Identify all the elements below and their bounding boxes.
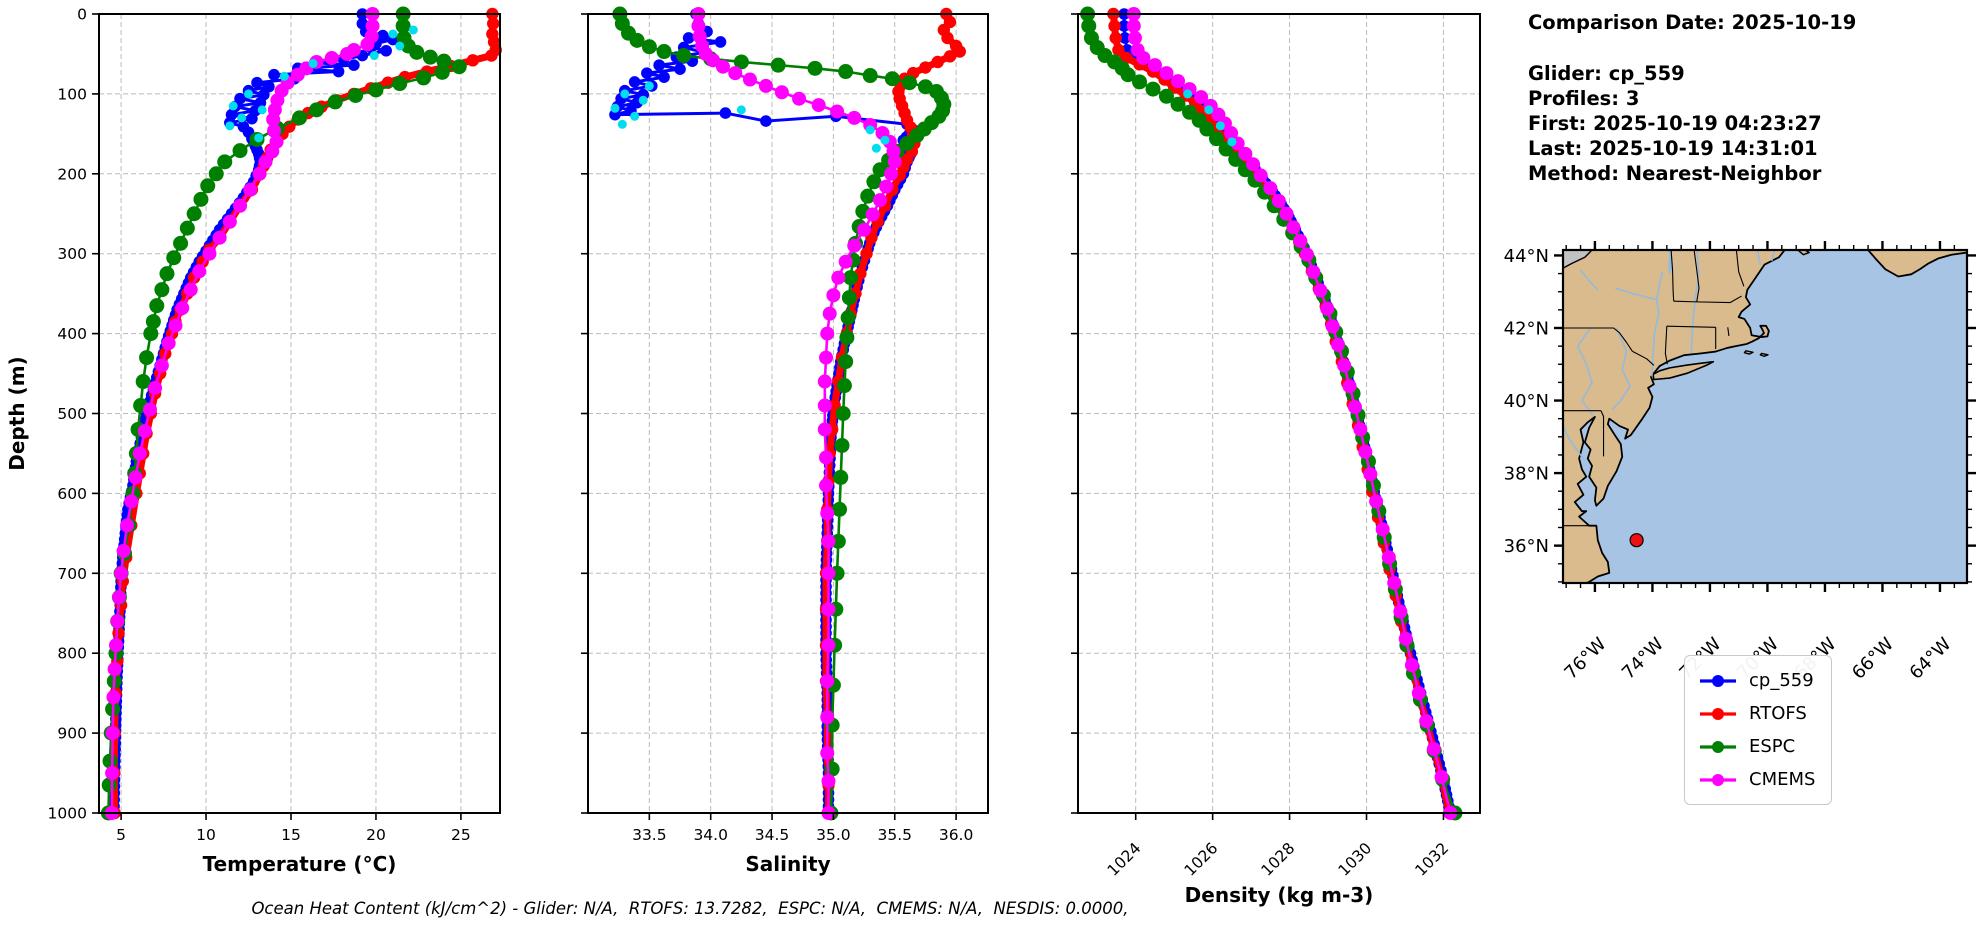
x-tick-label: 5 — [116, 826, 126, 844]
profiles-count: Profiles: 3 — [1528, 87, 1640, 110]
map-state-border — [1600, 410, 1605, 457]
series-temperature-CMEMS-markers — [104, 7, 380, 820]
map-state-border — [1632, 350, 1655, 366]
series-salinity-nesdis-scatter — [610, 81, 890, 153]
map-river — [1770, 250, 1776, 262]
panel-density: 1024 1026 1028 1030 1032 Density (kg m-3) — [1071, 6, 1481, 907]
x-tick-label: 1030 — [1335, 839, 1376, 880]
y-tick-label: 800 — [57, 645, 87, 663]
y-tick-label: 300 — [57, 245, 87, 263]
series-density-CMEMS-markers — [1126, 7, 1458, 820]
panel-temperature: 5 10 15 20 25 0 100 200 300 400 500 600 700 800 900 100… — [5, 6, 502, 876]
x-tick-label: 1028 — [1258, 839, 1299, 880]
map-state-border — [1670, 250, 1675, 302]
x-tick-label: 34.0 — [693, 826, 728, 844]
legend-label: ESPC — [1749, 736, 1796, 757]
legend-label: CMEMS — [1749, 769, 1816, 790]
legend-item-ESPC: ESPC — [1697, 730, 1815, 763]
map-lat-label: 40°N — [1504, 391, 1549, 412]
map-state-border — [1666, 325, 1716, 328]
glider-name: Glider: cp_559 — [1528, 62, 1685, 85]
map-river — [1611, 327, 1631, 411]
legend-item-RTOFS: RTOFS — [1697, 697, 1815, 730]
map-lat-label: 36°N — [1504, 536, 1549, 557]
x-tick-label: 35.0 — [816, 826, 851, 844]
x-tick-label: 25 — [451, 826, 471, 844]
map-land-nova-scotia — [1867, 250, 1967, 278]
map-lon-label: 76°W — [1560, 634, 1610, 684]
info-spacer — [1528, 35, 1856, 61]
legend: cp_559 RTOFS ESPC CMEMS — [1684, 655, 1833, 805]
map-lat-label: 42°N — [1504, 318, 1549, 339]
first-timestamp: First: 2025-10-19 04:23:27 — [1528, 112, 1822, 135]
y-tick-label: 500 — [57, 405, 87, 423]
map-river — [1576, 327, 1594, 416]
legend-item-CMEMS: CMEMS — [1697, 763, 1815, 796]
x-tick-label: 15 — [281, 826, 301, 844]
map-lon-label: 66°W — [1848, 634, 1898, 684]
comparison-date: Comparison Date: 2025-10-19 — [1528, 11, 1857, 34]
map-state-border — [1664, 326, 1668, 365]
map-island — [1743, 350, 1754, 355]
map-state-border — [1693, 250, 1700, 302]
map-lake-ontario — [1563, 250, 1593, 269]
x-tick-label: 20 — [366, 826, 386, 844]
glider-location-marker — [1629, 533, 1644, 548]
legend-label: RTOFS — [1749, 703, 1807, 724]
y-tick-label: 900 — [57, 725, 87, 743]
map-lat-label: 44°N — [1504, 246, 1549, 267]
y-tick-label: 100 — [57, 85, 87, 103]
map-lon-label: 74°W — [1618, 634, 1668, 684]
x-axis-label-temperature: Temperature (°C) — [203, 852, 397, 876]
y-tick-label: 700 — [57, 565, 87, 583]
map-state-border — [1563, 327, 1633, 352]
legend-swatch-RTOFS — [1700, 707, 1736, 720]
y-tick-label: 0 — [77, 6, 87, 24]
map-river — [1756, 250, 1762, 265]
x-tick-label: 36.0 — [939, 826, 974, 844]
last-timestamp: Last: 2025-10-19 14:31:01 — [1528, 137, 1818, 160]
comparison-info: Comparison Date: 2025-10-19 Glider: cp_5… — [1528, 10, 1856, 186]
legend-swatch-cp_559 — [1700, 674, 1736, 687]
map-state-border — [1727, 327, 1730, 337]
map-lat-label: 38°N — [1504, 464, 1549, 485]
y-tick-label: 400 — [57, 325, 87, 343]
y-axis-label-depth: Depth (m) — [5, 356, 29, 470]
x-tick-label: 1026 — [1181, 839, 1222, 880]
map-river — [1563, 425, 1586, 461]
map-state-border — [1735, 250, 1745, 287]
map-river — [1579, 269, 1599, 291]
x-tick-label: 33.5 — [632, 826, 667, 844]
map-river — [1614, 287, 1658, 301]
x-tick-label: 1024 — [1104, 839, 1145, 880]
series-salinity-CMEMS-markers — [691, 7, 902, 820]
x-axis-label-salinity: Salinity — [745, 852, 830, 876]
y-tick-label: 1000 — [48, 805, 87, 823]
y-tick-label: 600 — [57, 485, 87, 503]
x-tick-label: 10 — [196, 826, 216, 844]
map-lon-label: 64°W — [1906, 634, 1956, 684]
map-river — [1690, 250, 1700, 354]
location-map: 44°N42°N40°N38°N36°N76°W74°W72°W70°W68°W… — [1504, 241, 1976, 684]
map-land-long-island — [1652, 360, 1715, 381]
series-temperature-nesdis-scatter — [225, 25, 418, 143]
x-tick-label: 35.5 — [877, 826, 912, 844]
legend-item-cp_559: cp_559 — [1697, 664, 1815, 697]
x-axis-label-density: Density (kg m-3) — [1185, 883, 1374, 907]
map-island — [1759, 352, 1769, 357]
x-tick-label: 1032 — [1412, 839, 1453, 880]
method-label: Method: Nearest-Neighbor — [1528, 162, 1822, 185]
ohc-footer: Ocean Heat Content (kJ/cm^2) - Glider: N… — [251, 899, 1129, 918]
legend-label: cp_559 — [1749, 670, 1814, 691]
legend-swatch-ESPC — [1700, 740, 1736, 753]
panel-salinity: 33.5 34.0 34.5 35.0 35.5 36.0 Salinity — [581, 6, 989, 876]
map-frame — [1561, 248, 1969, 585]
map-state-border — [1673, 295, 1742, 304]
series-density-nesdis-scatter — [1183, 89, 1237, 147]
x-tick-label: 34.5 — [755, 826, 790, 844]
y-tick-label: 200 — [57, 165, 87, 183]
legend-swatch-CMEMS — [1700, 773, 1736, 786]
